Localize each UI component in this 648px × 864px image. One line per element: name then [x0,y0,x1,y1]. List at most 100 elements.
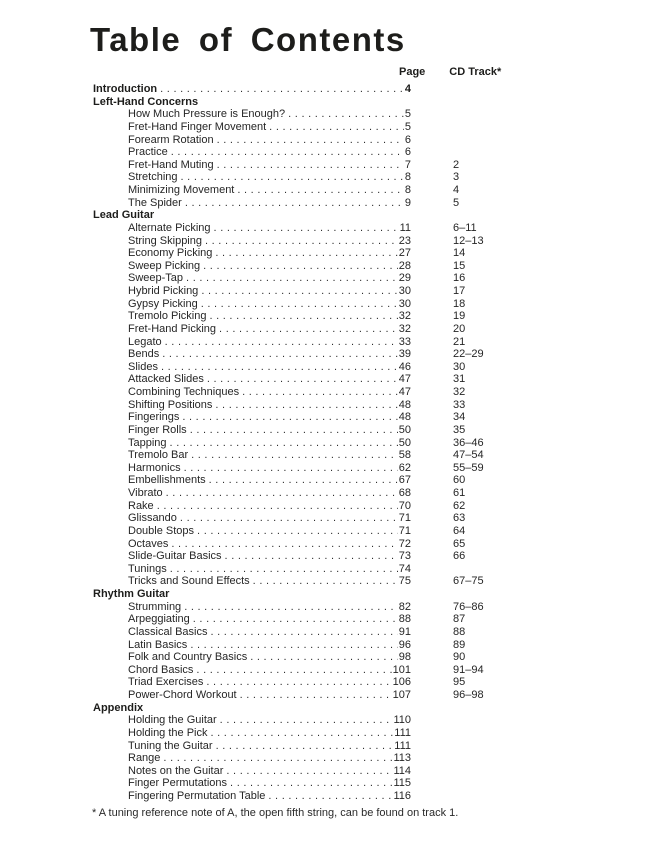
page-number: 110 [393,714,411,727]
page-number: 107 [392,689,411,701]
page-number: 11 [399,221,411,234]
toc-entry-label: Finger Rolls [128,423,187,436]
cd-track-number: 76–86 [453,600,484,613]
toc-row: Harmonics 62 55–59 [93,462,505,475]
toc-entry-label: Holding the Pick [128,726,208,739]
cd-track-number: 67–75 [453,575,484,588]
toc-entry-label: Fret-Hand Finger Movement [128,120,267,133]
toc-row: Left-Hand Concerns [93,96,505,109]
toc-entry-label: Gypsy Picking [128,297,198,310]
toc-entry-label: Tuning the Guitar [128,739,213,752]
toc-row: Stretching 8 3 [93,171,505,184]
dot-leader [226,765,392,778]
toc-row-main: Lead Guitar [93,209,411,222]
toc-row: Arpeggiating 88 87 [93,613,505,626]
toc-entry-label: Double Stops [128,524,195,537]
toc-row-main: Range 113 [93,752,411,765]
toc-entry-label: Legato [128,335,162,348]
toc-row: Strumming 82 76–86 [93,601,505,614]
toc-entry-label: Combining Techniques [128,386,240,398]
toc-row-main: Fret-Hand Picking 32 [93,323,411,336]
page-number: 62 [398,461,411,474]
cd-track-number: 96–98 [453,689,484,701]
toc-entry-label: Alternate Picking [128,221,211,234]
toc-row: Shifting Positions 48 33 [93,399,505,412]
toc-row-main: Shifting Positions 48 [93,399,411,412]
toc-row: Vibrato 68 61 [93,487,505,500]
cd-track-number: 90 [453,651,466,664]
page-number: 91 [398,625,411,638]
toc-row-main: String Skipping 23 [93,235,411,248]
toc-entry-label: Triad Exercises [128,676,204,689]
toc-entry-label: Tunings [128,562,167,575]
toc-entry-label: Fret-Hand Picking [128,322,217,335]
toc-entry-label: Vibrato [128,487,163,499]
toc-row-main: Tremolo Bar 58 [93,449,411,462]
page-number: 115 [393,777,411,790]
dot-leader [206,676,391,689]
toc-row: Fret-Hand Finger Movement 5 [93,121,505,134]
dot-leader [201,285,397,298]
dot-leader [184,601,398,614]
toc-row-main: Vibrato 68 [93,487,411,500]
toc-row: Tunings 74 [93,563,505,576]
toc-row: Hybrid Picking 30 17 [93,285,505,298]
page-number: 30 [398,297,411,310]
page-number: 32 [398,322,411,335]
toc-row: Sweep-Tap 29 16 [93,272,505,285]
toc-entry-label: Tricks and Sound Effects [128,575,250,588]
toc-row: Attacked Slides 47 31 [93,373,505,386]
page-number: 73 [398,550,411,563]
cd-track-number: 87 [453,613,466,626]
toc-row-main: Fingerings 48 [93,411,411,424]
dot-leader [182,411,397,424]
toc-row-main: Slides 46 [93,361,411,374]
toc-row-main: Minimizing Movement 8 [93,184,411,197]
cd-track-number: 19 [453,310,466,323]
toc-row-main: Latin Basics 96 [93,639,411,652]
page-number: 28 [398,259,411,272]
dot-leader [165,336,398,349]
page-number: 8 [404,184,411,196]
toc-entry-label: Attacked Slides [128,373,204,386]
page-number: 48 [398,411,411,424]
dot-leader [209,310,397,323]
dot-leader [193,613,398,626]
toc-row: Practice 6 [93,146,505,159]
toc-row-main: Finger Rolls 50 [93,424,411,437]
toc-row-main: Legato 33 [93,336,411,349]
toc-row: Holding the Pick 111 [93,727,505,740]
toc-entry-label: Arpeggiating [128,613,190,626]
cd-track-number: 55–59 [453,461,484,474]
cd-track-number: 34 [453,411,466,424]
toc-row-main: Introduction 4 [93,83,411,96]
toc-row-main: Stretching 8 [93,171,411,184]
page-number: 5 [404,108,411,121]
page-number: 68 [398,487,411,499]
toc-entry-label: Tremolo Picking [128,310,207,323]
toc-row-main: Alternate Picking 11 [93,222,411,235]
toc-entry-label: String Skipping [128,234,202,247]
toc-entry-label: Sweep Picking [128,259,201,272]
page-number: 23 [398,234,411,247]
dot-leader [160,83,404,96]
dot-leader [186,272,398,285]
page-number: 5 [404,120,411,133]
dot-leader [171,146,404,159]
toc-row: Octaves 72 65 [93,538,505,551]
dot-leader [214,222,399,235]
toc-row-main: Tricks and Sound Effects 75 [93,575,411,588]
dot-leader [220,714,393,727]
toc-section: Page CD Track* Introduction 4 Left-Hand Co… [93,66,505,803]
page-number: 27 [398,247,411,260]
toc-row-main: Holding the Guitar 110 [93,714,411,727]
toc-entry-label: Introduction [93,83,158,95]
dot-leader [201,298,398,311]
page-number: 113 [393,752,411,765]
page-number: 116 [393,790,411,802]
toc-row: Chord Basics 101 91–94 [93,664,505,677]
cd-track-number: 32 [453,386,466,398]
cd-track-number: 6–11 [453,221,477,234]
toc-row: How Much Pressure is Enough? 5 [93,108,505,121]
toc-entry-label: Holding the Guitar [128,714,217,727]
